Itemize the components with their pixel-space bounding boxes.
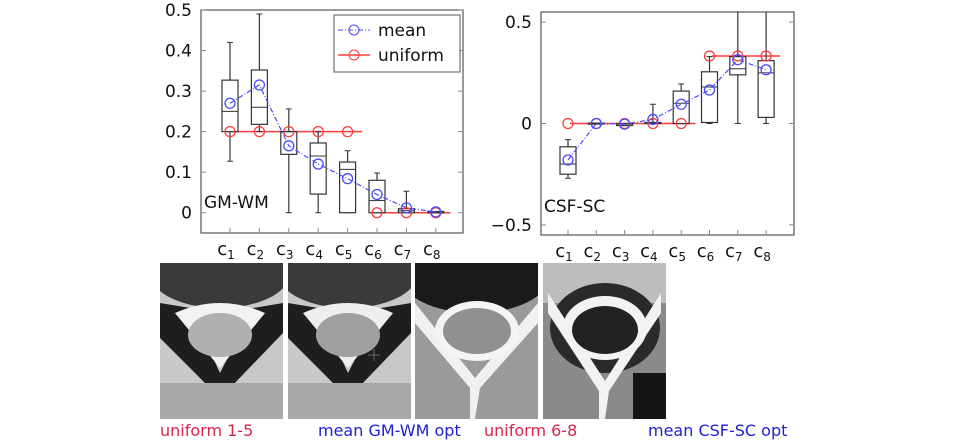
x-tick-label: c2 [247,239,265,262]
uniform-marker [675,117,687,130]
y-tick-label: 0.2 [165,123,192,143]
x-tick-label: c1 [217,239,235,262]
box [700,71,719,124]
x-tick-label: c2 [584,241,602,262]
mean-marker [430,206,442,218]
x-tick-label: c3 [612,241,630,262]
uniform-marker [224,125,236,138]
uniform-marker [760,50,772,62]
x-tick-label: c7 [725,241,743,262]
mean-marker [283,140,295,152]
mean-marker [675,98,687,110]
csf-sc-boxplot: −0.5 0 0.5 c1 c2 c3 c4 c5 c6 c7 c8 CSF-SC [491,11,795,262]
legend-uniform-label: uniform [378,46,444,66]
legend-mean-label: mean [378,21,426,41]
y-tick-label: 0.1 [165,163,192,183]
uniform-marker [253,125,266,138]
mri-mean-csf-sc-opt [543,263,666,419]
mean-marker [703,84,716,96]
mean-marker [647,113,659,126]
mean-marker [224,97,236,109]
x-tick-label: c1 [555,241,573,262]
uniform-marker [562,117,574,130]
y-tick-label: 0.4 [165,42,192,62]
x-tick-label: c7 [394,239,412,262]
y-tick-label: 0.3 [165,82,192,102]
chart-title: CSF-SC [544,197,605,217]
y-tick-label: −0.5 [491,216,532,236]
mean-marker [253,79,266,91]
uniform-marker [647,117,659,130]
box [368,179,386,214]
x-tick-label: c4 [640,241,658,262]
caption-uniform-1-5: uniform 1-5 [160,421,254,440]
y-tick-label: 0.5 [165,1,192,21]
x-tick-label: c5 [668,241,686,262]
y-tick-label: 0 [521,115,532,135]
plot-frame [200,9,464,234]
mean-marker [400,202,413,214]
uniform-marker [341,125,354,138]
uniform-marker [703,50,716,62]
mean-marker [312,158,324,170]
x-tick-label: c6 [697,241,715,262]
x-tick-label: c8 [423,239,441,262]
y-tick-label: 0 [181,204,192,224]
legend-mean-marker [348,24,360,36]
x-tick-label: c6 [364,239,382,262]
mri-uniform-1-5 [160,263,283,419]
mean-marker [760,64,772,76]
uniform-marker [400,207,413,219]
uniform-marker [283,125,295,138]
x-tick-label: c5 [335,239,353,262]
caption-uniform-6-8: uniform 6-8 [484,421,578,440]
caption-mean-csf-sc-opt: mean CSF-SC opt [648,421,788,440]
box [250,69,268,125]
legend-box [333,14,461,73]
caption-mean-gm-wm-opt: mean GM-WM opt [318,421,461,440]
box [221,79,239,133]
x-tick-label: c3 [276,239,294,262]
mean-marker [341,173,354,185]
chart-title: GM-WM [204,193,269,213]
y-tick-label: 0.5 [505,13,532,33]
mri-mean-gm-wm-opt [288,263,411,419]
box [559,146,577,175]
box [672,90,690,125]
mean-marker [371,188,383,201]
gm-wm-boxplot: 0 0.1 0.2 0.3 0.4 0.5 c1 c2 c3 c4 c5 c6 c7 c8 GM-WM mea… [165,1,464,262]
mean-marker [732,53,744,66]
x-tick-label: c4 [305,239,323,262]
legend-uniform-marker [348,49,360,61]
mean-marker [618,118,631,130]
mean-line [229,84,436,213]
mean-marker [562,154,574,166]
x-tick-label: c8 [753,241,771,262]
mri-uniform-6-8 [415,263,538,419]
uniform-marker [732,50,744,62]
uniform-marker [371,207,383,219]
mean-marker [590,117,602,130]
uniform-marker [312,125,324,138]
